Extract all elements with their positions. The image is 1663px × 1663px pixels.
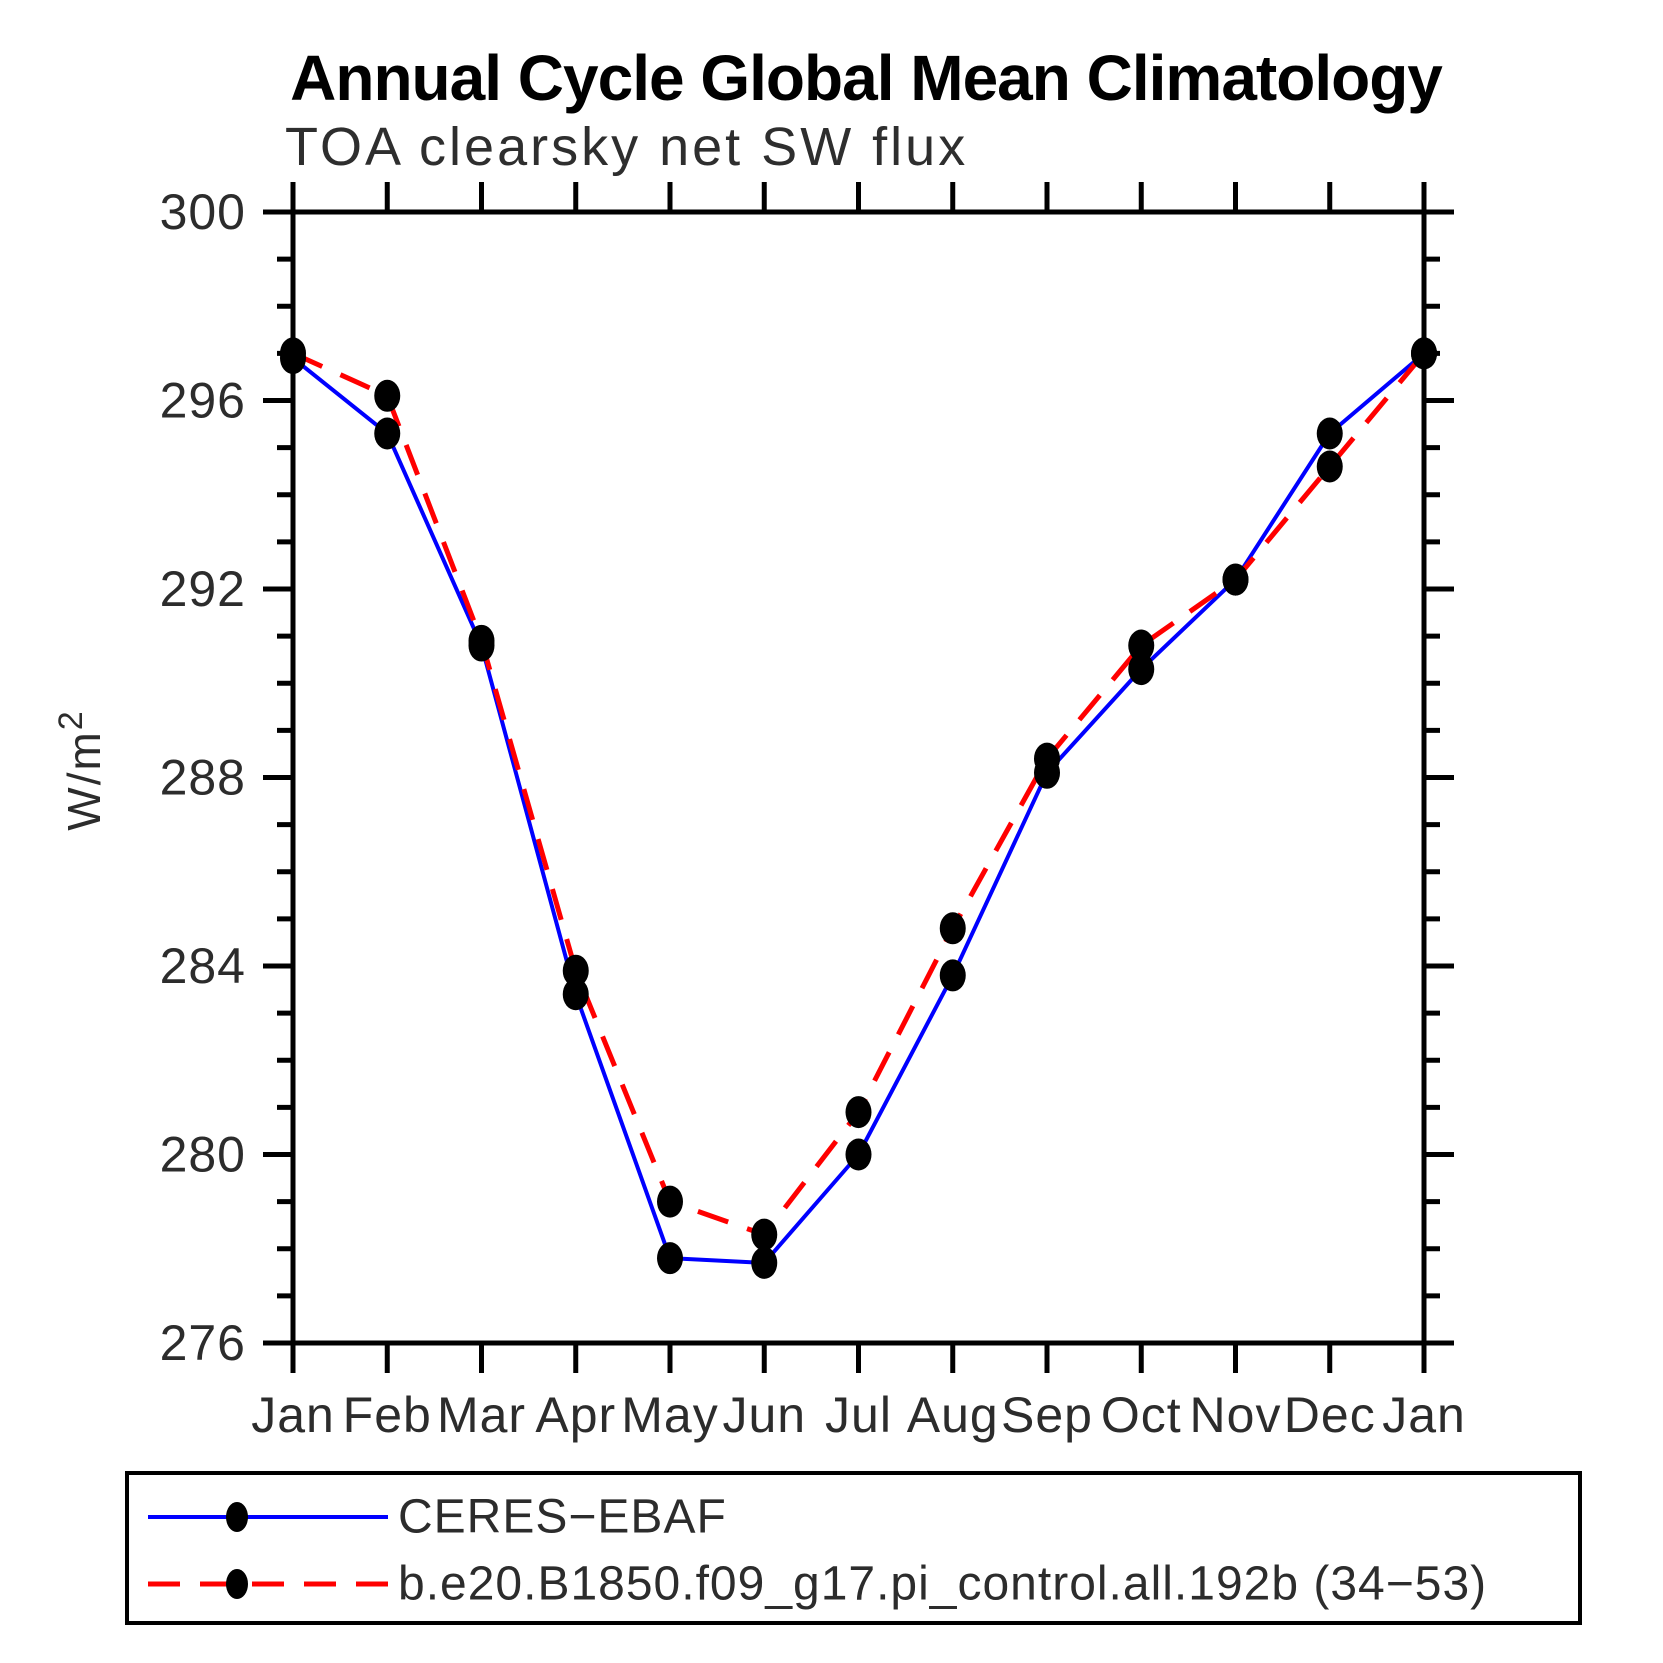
x-tick-label: Feb: [343, 1387, 432, 1443]
y-tick-label: 276: [160, 1315, 246, 1371]
data-point-marker: [280, 337, 306, 370]
legend-label-0: CERES−EBAF: [398, 1491, 727, 1544]
data-point-marker: [562, 954, 589, 987]
data-point-marker: [751, 1218, 778, 1251]
y-tick-label: 280: [160, 1127, 246, 1183]
legend-label-1: b.e20.B1850.f09_g17.pi_control.all.192b …: [398, 1558, 1487, 1611]
x-tick-label: May: [621, 1387, 718, 1443]
data-point-marker: [845, 1096, 872, 1129]
data-point-marker: [657, 1242, 683, 1275]
x-tick-label: Oct: [1101, 1387, 1182, 1443]
x-tick-label: Jun: [722, 1387, 806, 1443]
y-axis-title: W/m2: [52, 709, 110, 830]
chart-subtitle: TOA clearsky net SW flux: [285, 117, 968, 177]
y-tick-label: 284: [160, 938, 246, 994]
x-tick-label: Mar: [437, 1387, 526, 1443]
data-point-marker: [374, 417, 401, 450]
x-tick-label: Apr: [535, 1387, 616, 1443]
data-point-marker: [1316, 450, 1343, 483]
x-tick-label: Jan: [251, 1387, 335, 1443]
data-point-marker: [374, 379, 401, 412]
data-point-marker: [845, 1138, 872, 1171]
y-axis-title-superscript: 2: [52, 709, 90, 730]
data-point-marker: [1222, 563, 1249, 596]
legend-marker-1: [226, 1569, 248, 1599]
data-point-marker: [657, 1185, 683, 1218]
data-point-marker: [1128, 629, 1155, 662]
data-point-marker: [1128, 653, 1155, 686]
y-tick-label: 288: [160, 750, 246, 806]
x-tick-label: Dec: [1284, 1387, 1376, 1443]
data-point-marker: [939, 912, 966, 945]
x-tick-label: Jan: [1382, 1387, 1466, 1443]
data-point-marker: [939, 959, 966, 992]
data-point-marker: [468, 624, 495, 657]
x-tick-label: Aug: [907, 1387, 999, 1443]
y-axis-title-base: W/m: [58, 730, 110, 831]
y-tick-label: 296: [160, 373, 246, 429]
y-tick-label: 300: [160, 184, 246, 240]
x-tick-label: Jul: [825, 1387, 892, 1443]
data-point-marker: [751, 1246, 778, 1279]
data-point-marker: [1411, 337, 1437, 370]
plot-border: [290, 209, 1427, 1346]
data-point-marker: [1316, 417, 1343, 450]
y-tick-label: 292: [160, 561, 246, 617]
data-point-marker: [562, 978, 589, 1011]
legend-marker-0: [226, 1502, 248, 1532]
x-tick-label: Nov: [1190, 1387, 1282, 1443]
legend-box: [125, 1471, 1582, 1625]
x-tick-label: Sep: [1001, 1387, 1093, 1443]
chart-title: Annual Cycle Global Mean Climatology: [290, 42, 1443, 114]
data-point-marker: [1034, 742, 1060, 775]
